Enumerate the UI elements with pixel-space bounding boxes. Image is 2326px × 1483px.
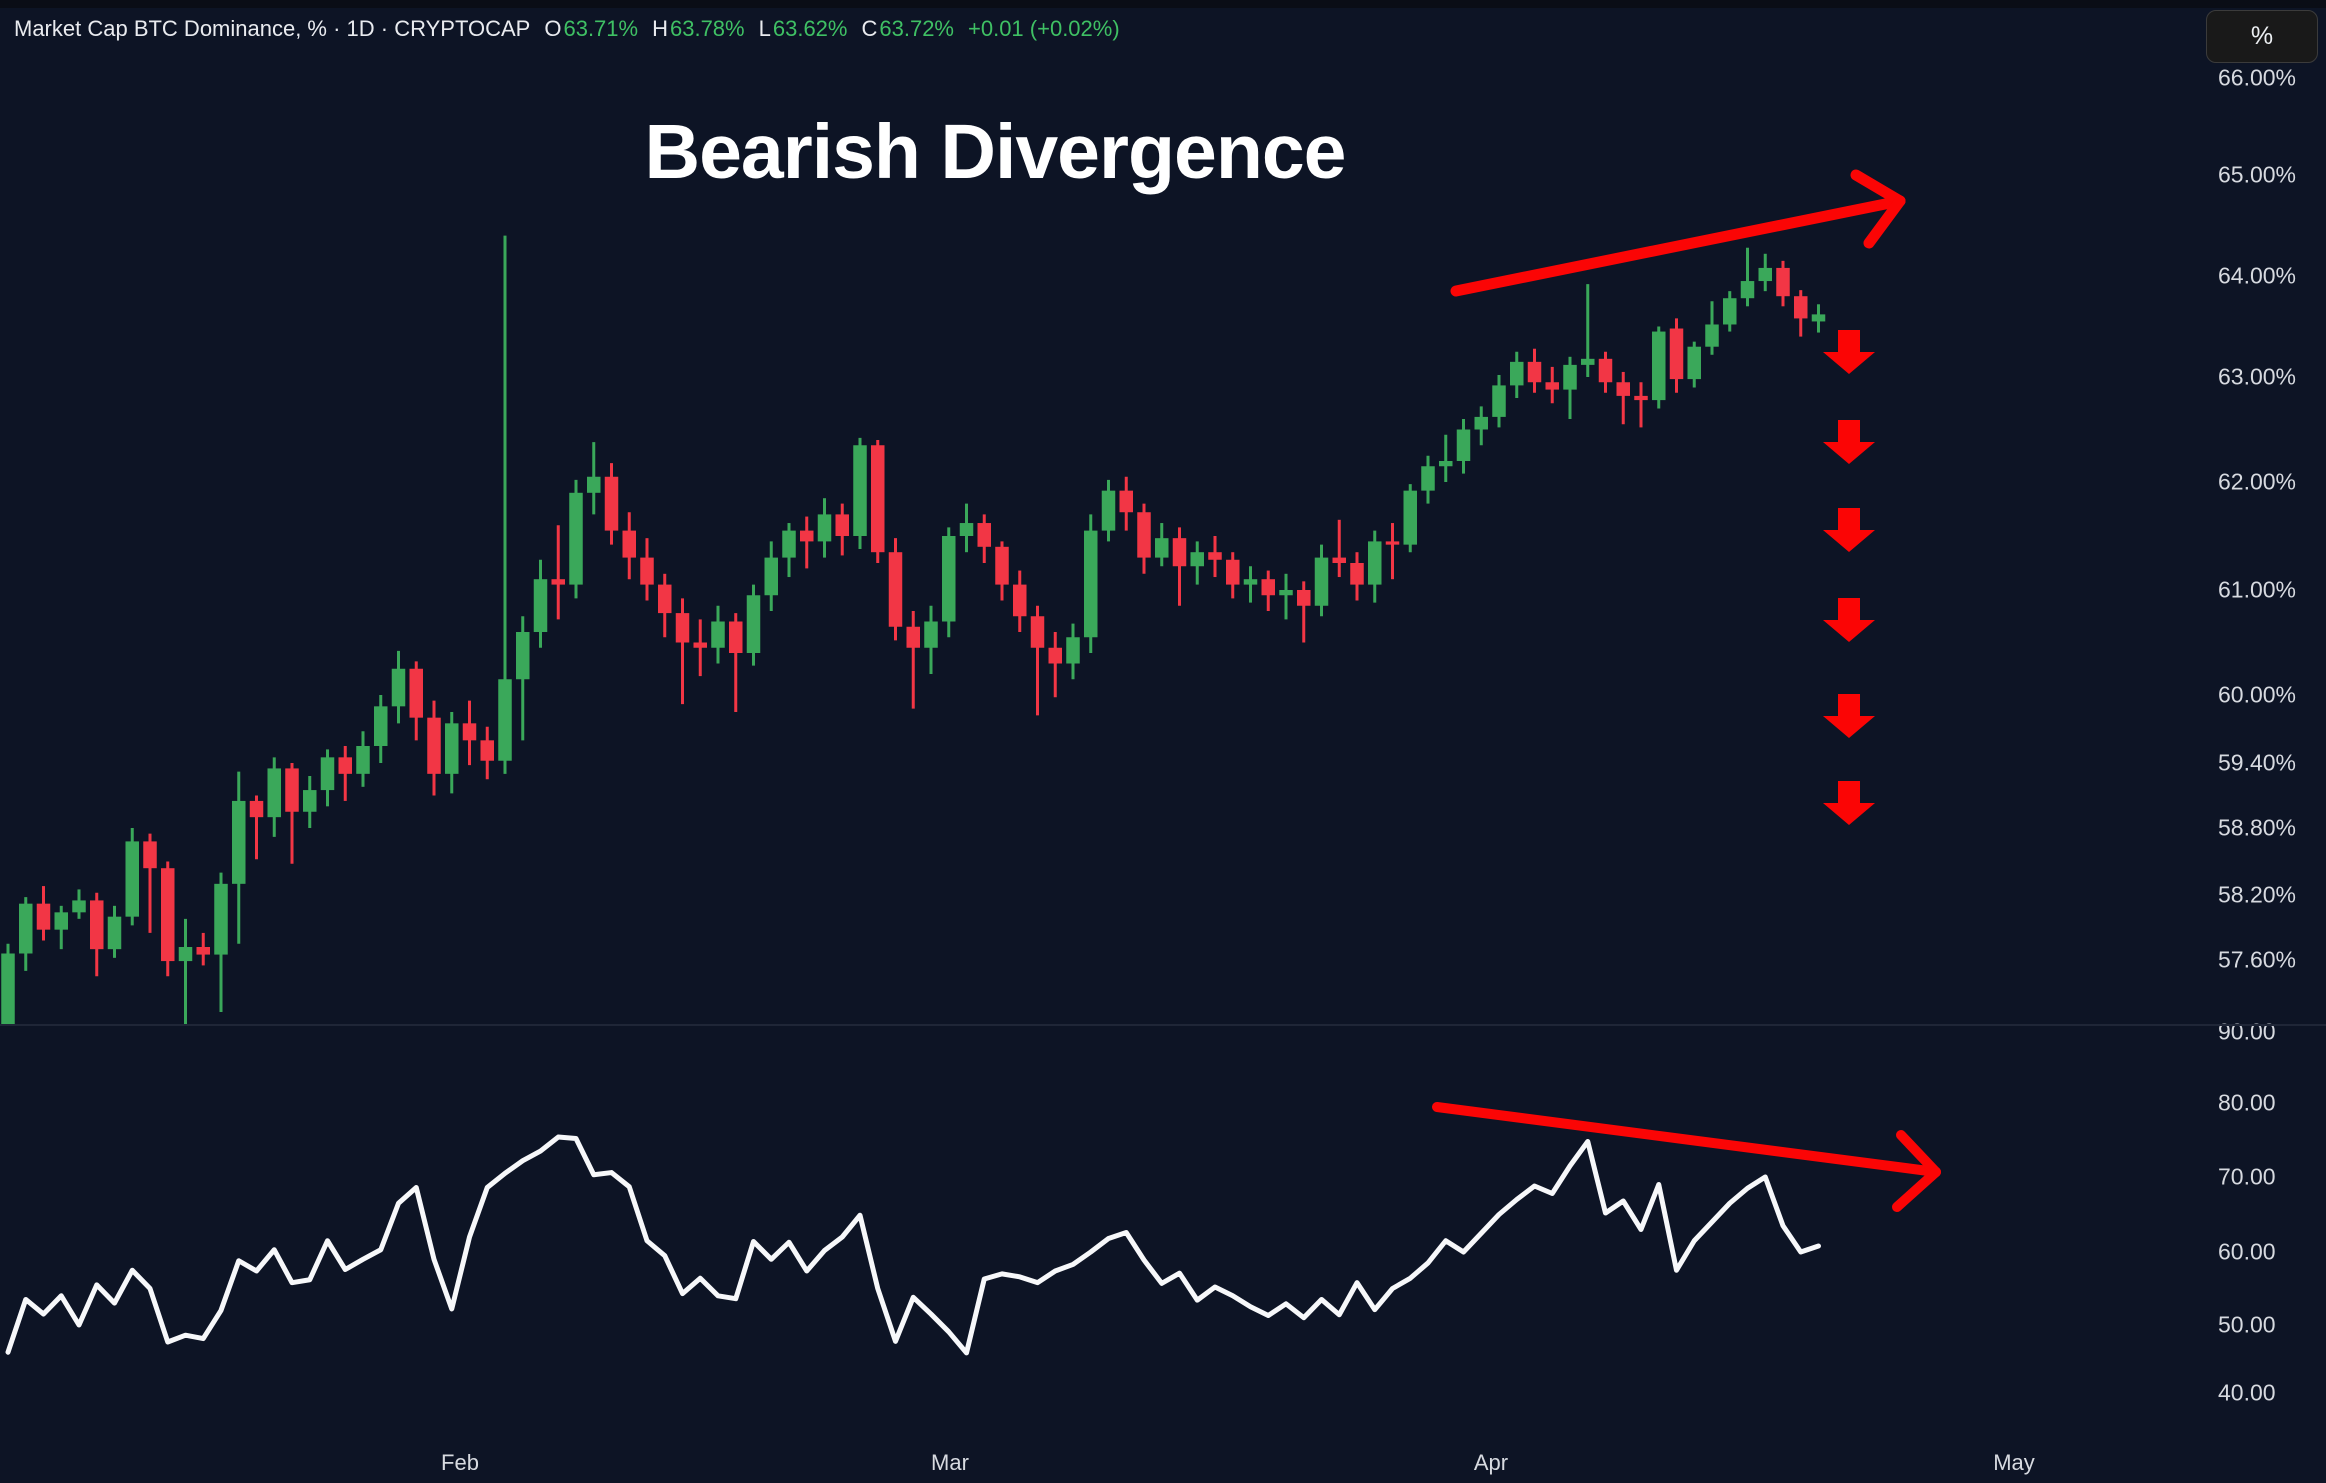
annotation-title: Bearish Divergence xyxy=(644,109,1346,195)
ohlc-close: C 63.72% xyxy=(861,16,954,41)
change-badge: +0.01 (+0.02%) xyxy=(968,16,1120,41)
candlestick-series xyxy=(1,235,1826,1024)
down-arrow-icon xyxy=(1823,781,1875,825)
symbol-title: Market Cap BTC Dominance, % · 1D · CRYPT… xyxy=(14,16,531,41)
time-label: Mar xyxy=(931,1450,969,1475)
down-arrow-icon xyxy=(1823,598,1875,642)
down-arrow-icon xyxy=(1823,420,1875,464)
axis-label: 63.00% xyxy=(2218,363,2297,390)
panel-divider[interactable] xyxy=(0,1024,2326,1026)
symbol-header[interactable]: Market Cap BTC Dominance, % · 1D · CRYPT… xyxy=(14,16,1120,42)
down-arrow-icon xyxy=(1823,508,1875,552)
axis-label: 80.00 xyxy=(2218,1089,2276,1116)
ohlc-open: O 63.71% xyxy=(544,16,639,41)
axis-label: 50.00 xyxy=(2218,1311,2276,1338)
ohlc-high: H 63.78% xyxy=(652,16,745,41)
axis-label: 90.00 xyxy=(2218,1018,2276,1045)
axis-label: 58.80% xyxy=(2218,814,2297,841)
trend-arrow xyxy=(1450,169,1906,297)
down-arrow-icon xyxy=(1823,694,1875,738)
trend-arrow xyxy=(1432,1102,1941,1212)
axis-label: 58.20% xyxy=(2218,881,2297,908)
down-arrow-icon xyxy=(1823,330,1875,374)
percent-scale-button[interactable]: % xyxy=(2206,10,2318,63)
time-label: Feb xyxy=(441,1450,479,1475)
axis-label: 40.00 xyxy=(2218,1379,2276,1406)
axis-label: 65.00% xyxy=(2218,161,2297,188)
axis-label: 64.00% xyxy=(2218,262,2297,289)
axis-label: 70.00 xyxy=(2218,1163,2276,1190)
axis-label: 66.00% xyxy=(2218,64,2297,91)
axis-label: 60.00 xyxy=(2218,1238,2276,1265)
time-label: Apr xyxy=(1473,1450,1509,1475)
ohlc-low: L 63.62% xyxy=(758,16,848,41)
time-label: May xyxy=(1993,1450,2035,1475)
axis-label: 61.00% xyxy=(2218,576,2297,603)
axis-label: 59.40% xyxy=(2218,749,2297,776)
axis-label: 57.60% xyxy=(2218,946,2297,973)
rsi-line xyxy=(5,1134,1821,1356)
window-top-edge xyxy=(0,0,2326,8)
axis-label: 62.00% xyxy=(2218,468,2297,495)
axis-label: 60.00% xyxy=(2218,681,2297,708)
